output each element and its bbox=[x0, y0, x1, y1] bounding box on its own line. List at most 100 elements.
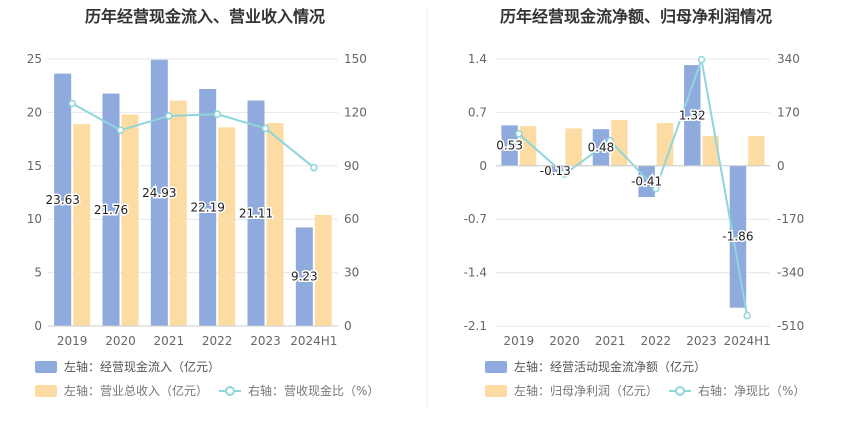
legend-label: 左轴：经营现金流入（亿元） bbox=[64, 359, 220, 374]
ratio-point bbox=[606, 136, 614, 145]
data-labels: 0.53 -0.13 0.48 -0.41 1.32 -1.86 bbox=[495, 107, 755, 245]
left-axis: 0 5 10 15 20 25 bbox=[27, 52, 42, 333]
left-tick-label: 5 bbox=[34, 266, 42, 280]
right-tick-label: -340 bbox=[777, 266, 804, 280]
x-tick-label: 2023 bbox=[250, 334, 281, 348]
legend-item-net-cash-flow[interactable]: 左轴：经营活动现金流净额（亿元） bbox=[485, 359, 706, 374]
x-axis: 2019 2020 2021 2022 2023 2024H1 bbox=[48, 325, 338, 348]
right-tick-label: 150 bbox=[344, 52, 367, 66]
legend-item-cash-inflow[interactable]: 左轴：经营现金流入（亿元） bbox=[35, 359, 220, 374]
left-tick-label: 0 bbox=[479, 159, 487, 173]
legend-item-revenue[interactable]: 左轴：营业总收入（亿元） bbox=[35, 383, 208, 398]
x-tick-label: 2022 bbox=[641, 334, 672, 348]
bar-secondary bbox=[748, 136, 765, 166]
bar-primary bbox=[199, 89, 217, 326]
data-labels: 23.63 21.76 24.93 22.19 21.11 9.23 bbox=[44, 184, 319, 285]
left-tick-label: -1.4 bbox=[464, 266, 487, 280]
data-label: -0.41 bbox=[631, 174, 662, 188]
ratio-point bbox=[310, 163, 318, 172]
ratio-point bbox=[165, 112, 173, 120]
ratio-point bbox=[743, 311, 751, 320]
legend-item-net-cash-ratio[interactable]: 右轴：净现比（%） bbox=[669, 383, 805, 398]
ratio-line-path bbox=[518, 55, 749, 316]
data-label: -1.86 bbox=[722, 230, 753, 244]
data-label: 0.48 bbox=[588, 140, 615, 154]
bar-secondary bbox=[519, 126, 537, 166]
x-tick-label: 2019 bbox=[57, 334, 88, 348]
legend-swatch-bar-secondary bbox=[35, 385, 57, 397]
legend-label: 左轴：归母净利润（亿元） bbox=[514, 383, 658, 398]
ratio-point bbox=[515, 130, 523, 138]
bar-primary bbox=[501, 125, 518, 166]
data-label: -0.13 bbox=[540, 164, 571, 178]
bar-primary bbox=[729, 165, 747, 308]
right-tick-label: 60 bbox=[344, 212, 359, 226]
legend-swatch-bar-primary bbox=[485, 361, 507, 373]
right-tick-label: 170 bbox=[777, 105, 800, 119]
x-tick-label: 2021 bbox=[595, 334, 626, 348]
bar-secondary bbox=[73, 124, 91, 326]
grid-lines bbox=[48, 58, 338, 327]
x-tick-label: 2022 bbox=[202, 334, 233, 348]
data-label: 23.63 bbox=[45, 193, 79, 207]
left-tick-label: 0 bbox=[34, 319, 42, 333]
left-tick-label: -0.7 bbox=[464, 212, 487, 226]
ratio-point bbox=[697, 55, 706, 64]
ratio-point bbox=[560, 170, 569, 179]
x-tick-label: 2023 bbox=[686, 334, 717, 348]
legend-label: 右轴：净现比（%） bbox=[698, 383, 805, 398]
data-label: 0.53 bbox=[496, 139, 523, 153]
right-tick-label: -510 bbox=[777, 319, 804, 333]
left-axis: -2.1 -1.4 -0.7 0 0.7 1.4 bbox=[464, 52, 487, 333]
x-tick-label: 2024H1 bbox=[290, 334, 337, 348]
right-tick-label: 30 bbox=[344, 266, 359, 280]
net-cash-flow-profit-chart: 历年经营现金流净额、归母净利润情况 0.53 -0.13 0.48 -0.41 1.32… bbox=[464, 7, 806, 398]
right-tick-label: 0 bbox=[777, 159, 785, 173]
legend: 左轴：经营现金流入（亿元） 左轴：营业总收入（亿元） 右轴：营收现金比（%） bbox=[35, 359, 379, 398]
left-tick-label: 10 bbox=[27, 212, 42, 226]
legend-swatch-bar-primary bbox=[35, 361, 57, 373]
right-tick-label: 0 bbox=[344, 319, 352, 333]
legend-label: 左轴：营业总收入（亿元） bbox=[64, 383, 208, 398]
bar-primary bbox=[684, 65, 701, 166]
bar-secondary bbox=[314, 214, 332, 326]
x-tick-label: 2020 bbox=[105, 334, 136, 348]
ratio-line bbox=[515, 55, 751, 320]
ratio-line-path bbox=[71, 102, 315, 169]
legend-label: 左轴：经营活动现金流净额（亿元） bbox=[514, 359, 706, 374]
right-tick-label: 90 bbox=[344, 159, 359, 173]
left-tick-label: 0.7 bbox=[468, 105, 487, 119]
legend: 左轴：经营活动现金流净额（亿元） 左轴：归母净利润（亿元） 右轴：净现比（%） bbox=[485, 359, 805, 398]
bar-group bbox=[54, 59, 332, 327]
bar-group bbox=[501, 65, 765, 308]
ratio-line bbox=[68, 99, 318, 172]
bar-primary bbox=[247, 100, 265, 326]
right-tick-label: -170 bbox=[777, 212, 804, 226]
legend-item-ratio[interactable]: 右轴：营收现金比（%） bbox=[219, 383, 379, 398]
bar-secondary bbox=[218, 127, 236, 327]
left-tick-label: 15 bbox=[27, 159, 42, 173]
ratio-point bbox=[213, 110, 221, 118]
legend-swatch-marker bbox=[225, 386, 235, 396]
bar-secondary bbox=[121, 114, 139, 326]
legend-item-net-profit[interactable]: 左轴：归母净利润（亿元） bbox=[485, 383, 658, 398]
chart-title: 历年经营现金流净额、归母净利润情况 bbox=[500, 7, 772, 26]
left-tick-label: 25 bbox=[27, 52, 42, 66]
data-label: 21.76 bbox=[94, 203, 128, 217]
legend-swatch-bar-secondary bbox=[485, 385, 507, 397]
bar-primary bbox=[102, 93, 120, 326]
bar-secondary bbox=[266, 123, 284, 326]
bar-primary bbox=[150, 59, 168, 327]
right-tick-label: 120 bbox=[344, 105, 367, 119]
bar-secondary bbox=[656, 123, 674, 166]
x-tick-label: 2021 bbox=[154, 334, 185, 348]
data-label: 22.19 bbox=[190, 201, 224, 215]
legend-label: 右轴：营收现金比（%） bbox=[248, 383, 379, 398]
bar-secondary bbox=[169, 100, 187, 326]
x-tick-label: 2024H1 bbox=[724, 334, 771, 348]
grid-lines bbox=[496, 58, 770, 327]
cash-inflow-revenue-chart: 历年经营现金流入、营业收入情况 23.63 21.76 24.93 22.19 21.1… bbox=[27, 7, 380, 398]
bar-primary bbox=[54, 73, 72, 327]
bar-secondary bbox=[702, 136, 719, 166]
